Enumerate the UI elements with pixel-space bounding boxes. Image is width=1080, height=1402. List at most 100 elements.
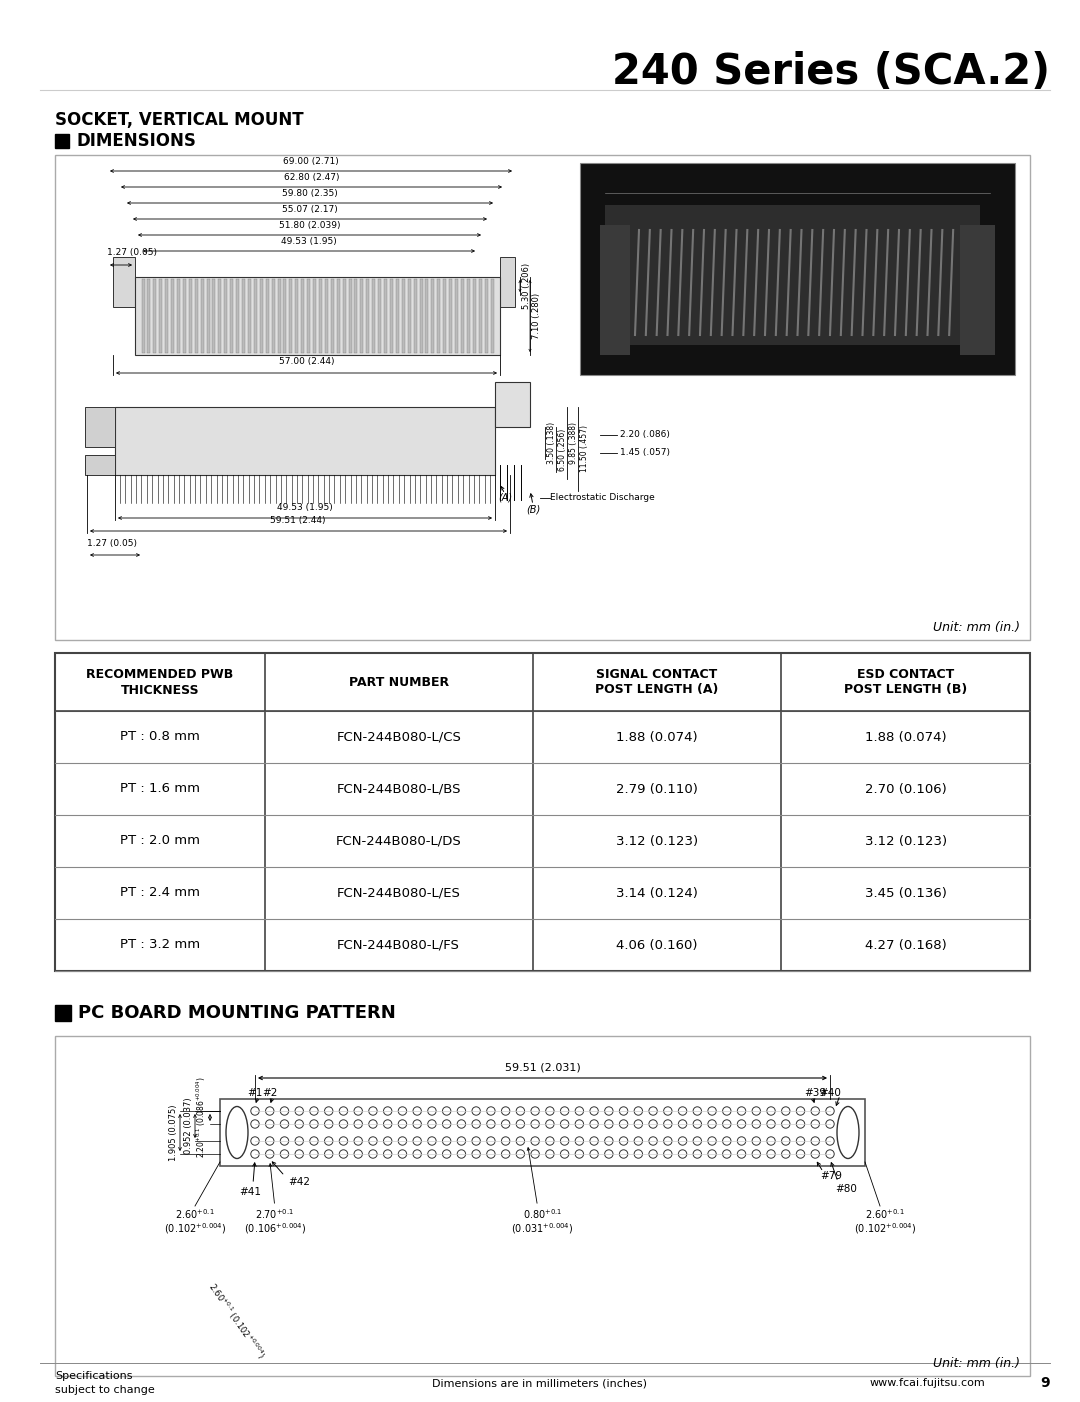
Text: FCN-244B080-L/FS: FCN-244B080-L/FS xyxy=(337,938,460,952)
Circle shape xyxy=(413,1150,421,1158)
Circle shape xyxy=(796,1106,805,1115)
Bar xyxy=(605,205,980,345)
Circle shape xyxy=(487,1120,495,1129)
Text: #1: #1 xyxy=(247,1088,262,1098)
Circle shape xyxy=(826,1106,834,1115)
Circle shape xyxy=(723,1137,731,1145)
Circle shape xyxy=(383,1106,392,1115)
Text: RECOMMENDED PWB
THICKNESS: RECOMMENDED PWB THICKNESS xyxy=(86,667,233,697)
Text: 4.27 (0.168): 4.27 (0.168) xyxy=(865,938,946,952)
Circle shape xyxy=(324,1120,333,1129)
Text: PT : 2.4 mm: PT : 2.4 mm xyxy=(120,886,200,900)
Circle shape xyxy=(443,1150,450,1158)
Circle shape xyxy=(738,1106,745,1115)
Text: 0.952 (0.037): 0.952 (0.037) xyxy=(184,1098,193,1154)
Bar xyxy=(960,224,995,355)
Circle shape xyxy=(531,1120,539,1129)
Bar xyxy=(407,279,410,353)
Circle shape xyxy=(457,1137,465,1145)
Text: www.fcai.fujitsu.com: www.fcai.fujitsu.com xyxy=(870,1378,986,1388)
Circle shape xyxy=(354,1120,363,1129)
Bar xyxy=(461,279,464,353)
Text: PT : 3.2 mm: PT : 3.2 mm xyxy=(120,938,200,952)
Bar xyxy=(330,279,334,353)
Text: 3.14 (0.124): 3.14 (0.124) xyxy=(616,886,698,900)
Circle shape xyxy=(354,1150,363,1158)
Circle shape xyxy=(693,1137,702,1145)
Text: #42: #42 xyxy=(287,1178,310,1187)
Circle shape xyxy=(457,1120,465,1129)
Circle shape xyxy=(663,1120,672,1129)
Circle shape xyxy=(310,1137,319,1145)
Bar xyxy=(177,279,180,353)
Circle shape xyxy=(443,1106,450,1115)
Text: 59.80 (2.35): 59.80 (2.35) xyxy=(282,189,338,198)
Circle shape xyxy=(590,1120,598,1129)
Bar xyxy=(384,279,387,353)
Bar xyxy=(206,279,210,353)
Circle shape xyxy=(487,1106,495,1115)
Circle shape xyxy=(399,1137,407,1145)
Circle shape xyxy=(811,1137,820,1145)
Text: (0.106$^{+0.004}$): (0.106$^{+0.004}$) xyxy=(244,1221,306,1237)
Text: #79: #79 xyxy=(820,1171,842,1180)
Bar xyxy=(237,279,239,353)
Bar xyxy=(242,279,245,353)
Circle shape xyxy=(339,1150,348,1158)
Circle shape xyxy=(576,1120,583,1129)
Bar xyxy=(361,279,363,353)
Circle shape xyxy=(767,1150,775,1158)
Circle shape xyxy=(576,1106,583,1115)
Text: Unit: mm (in.): Unit: mm (in.) xyxy=(933,1357,1020,1371)
Circle shape xyxy=(811,1120,820,1129)
Bar xyxy=(147,279,150,353)
Bar xyxy=(55,1036,1030,1375)
Circle shape xyxy=(399,1106,407,1115)
Bar xyxy=(135,278,500,355)
Circle shape xyxy=(605,1137,613,1145)
Text: 7.10 (.280): 7.10 (.280) xyxy=(532,293,541,339)
Circle shape xyxy=(472,1120,481,1129)
Circle shape xyxy=(472,1106,481,1115)
Circle shape xyxy=(324,1150,333,1158)
Circle shape xyxy=(826,1120,834,1129)
Bar xyxy=(390,279,393,353)
Circle shape xyxy=(811,1106,820,1115)
Circle shape xyxy=(738,1150,745,1158)
Circle shape xyxy=(707,1120,716,1129)
Text: 2.79 (0.110): 2.79 (0.110) xyxy=(616,782,698,795)
Bar xyxy=(373,279,375,353)
Bar xyxy=(431,279,434,353)
Circle shape xyxy=(590,1150,598,1158)
Text: PT : 0.8 mm: PT : 0.8 mm xyxy=(120,730,200,743)
Circle shape xyxy=(796,1120,805,1129)
Bar xyxy=(301,279,305,353)
Bar xyxy=(414,279,417,353)
Circle shape xyxy=(281,1106,288,1115)
Text: 2.60$^{+0.1}$ (0.102$^{+0.004}$): 2.60$^{+0.1}$ (0.102$^{+0.004}$) xyxy=(205,1280,268,1361)
Circle shape xyxy=(723,1150,731,1158)
Circle shape xyxy=(796,1137,805,1145)
Circle shape xyxy=(428,1120,436,1129)
Circle shape xyxy=(796,1150,805,1158)
Circle shape xyxy=(501,1106,510,1115)
Circle shape xyxy=(767,1106,775,1115)
Text: 1.27 (0.05): 1.27 (0.05) xyxy=(87,538,137,548)
Circle shape xyxy=(545,1120,554,1129)
Circle shape xyxy=(472,1150,481,1158)
Text: PT : 1.6 mm: PT : 1.6 mm xyxy=(120,782,200,795)
Bar xyxy=(171,279,174,353)
Circle shape xyxy=(501,1120,510,1129)
Text: 1.27 (0.05): 1.27 (0.05) xyxy=(107,248,157,257)
Circle shape xyxy=(354,1137,363,1145)
Circle shape xyxy=(620,1120,627,1129)
Circle shape xyxy=(782,1150,789,1158)
Bar xyxy=(289,279,293,353)
Text: 2.70$^{+0.1}$: 2.70$^{+0.1}$ xyxy=(255,1207,294,1221)
Text: 59.51 (2.44): 59.51 (2.44) xyxy=(270,516,326,524)
Circle shape xyxy=(605,1150,613,1158)
Text: 49.53 (1.95): 49.53 (1.95) xyxy=(281,237,337,245)
Circle shape xyxy=(339,1120,348,1129)
Text: 240 Series (SCA.2): 240 Series (SCA.2) xyxy=(612,50,1050,93)
Bar xyxy=(260,279,262,353)
